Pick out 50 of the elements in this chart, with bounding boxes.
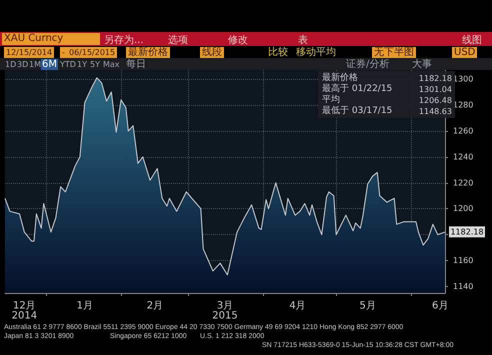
text: 线图 (462, 34, 482, 47)
annotation: 1182.18 (418, 74, 452, 84)
text: YTD (60, 59, 76, 70)
x-tick-label: 1月 (76, 300, 93, 312)
text: 大事 (412, 59, 432, 70)
chart-title: XAU Curncy (2, 33, 100, 45)
text: 12/15/2014 (4, 47, 54, 58)
text: 无下半图 (372, 47, 416, 58)
text: 移动平均 (296, 47, 336, 58)
x-tick-label: 12月 2014 (12, 300, 38, 322)
y-tick-label: 1280 (453, 100, 474, 110)
text: 每日 (126, 59, 146, 70)
annotation: 1301.04 (418, 85, 452, 95)
text: 证券/分析 (346, 59, 390, 70)
x-tick-label: 5月 (359, 300, 376, 312)
annotation: 平均 (322, 95, 340, 106)
text: 1D (5, 59, 16, 70)
annotation: 最新价格 (322, 73, 358, 84)
text: 线段 (200, 47, 224, 58)
annotation: 最高于 01/22/15 (322, 84, 392, 94)
text: Max (103, 59, 120, 70)
text: 06/15/2015 (67, 47, 118, 58)
text: 另存为... (104, 34, 144, 46)
y-tick-label: 1200 (453, 204, 474, 214)
text: USD (452, 47, 478, 58)
x-tick-label: 2月 (146, 300, 164, 312)
text: 5Y (90, 59, 100, 70)
annotation: 1206.48 (418, 96, 452, 106)
y-tick-label: 1300 (453, 74, 474, 84)
y-tick-label: 1160 (453, 256, 474, 266)
text: 1M (29, 59, 41, 70)
annotation: 1182.18 (450, 227, 484, 236)
x-tick-label: 4月 (289, 300, 306, 312)
y-tick-label: 1220 (453, 178, 474, 188)
annotation: 1148.63 (418, 107, 452, 117)
text: 表 (298, 34, 308, 47)
text: 1Y (77, 59, 87, 70)
y-tick-label: 1260 (453, 126, 474, 136)
text: 3D (17, 59, 28, 70)
text: 最新价格 (126, 47, 170, 58)
x-tick-label: 3月 2015 (212, 300, 238, 322)
text: 比较 (268, 47, 288, 58)
text: 修改 (228, 34, 248, 47)
y-tick-label: 1240 (453, 152, 474, 162)
y-tick-label: 1140 (453, 282, 474, 292)
text: 6M (41, 59, 58, 70)
x-tick-label: 6月 (432, 300, 448, 312)
text: 选项 (168, 34, 188, 47)
annotation: 最低于 03/17/15 (322, 106, 392, 117)
text: - (60, 47, 67, 58)
